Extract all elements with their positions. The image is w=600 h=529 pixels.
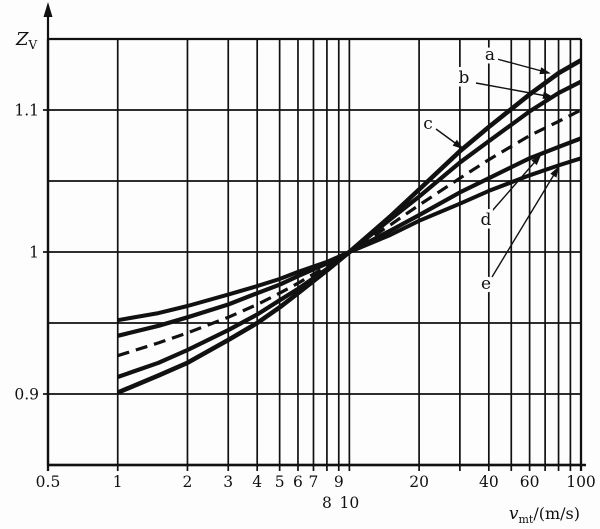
x-tick-label: 4 [252,473,262,491]
x-tick-label: 7 [309,473,319,491]
x-tick-label: 40 [479,473,499,491]
curve-label-d: d [481,210,492,230]
curve-label-e: e [481,274,491,294]
curve-label-a: a [485,45,495,65]
leader-line-e [491,167,559,278]
x-tick-label: 100 [566,473,596,491]
x-tick-label: 10 [339,494,359,512]
leader-arrowhead-icon [542,91,554,99]
x-axis-label: vmt/(m/s) [509,504,580,526]
leader-line-d [491,155,541,212]
x-tick-label: 1 [113,473,123,491]
x-tick-label: 5 [275,473,285,491]
x-tick-label: 60 [520,473,540,491]
y-axis-arrow-icon [43,2,53,17]
curve-label-b: b [459,68,470,88]
x-tick-label: 2 [183,473,193,491]
y-tick-label: 1 [29,244,39,262]
leader-arrowhead-icon [452,139,464,150]
y-axis-label: ZV [15,29,38,52]
leader-line-b [475,82,553,98]
curve-b [117,79,582,379]
curve-c [117,108,582,358]
leader-arrowhead-icon [531,154,542,166]
x-tick-label: 9 [334,473,344,491]
curve-label-c: c [423,114,433,134]
x-tick-label: 6 [293,473,303,491]
x-tick-label: 3 [223,473,233,491]
y-tick-label: 1.1 [14,102,39,120]
x-tick-label: 20 [409,473,429,491]
x-tick-label: 8 [322,494,332,512]
x-tick-label: 0.5 [36,473,61,491]
leader-arrowhead-icon [539,67,551,75]
curve-e [117,156,582,323]
y-tick-label: 0.9 [14,386,39,404]
leader-arrowhead-icon [550,166,559,178]
